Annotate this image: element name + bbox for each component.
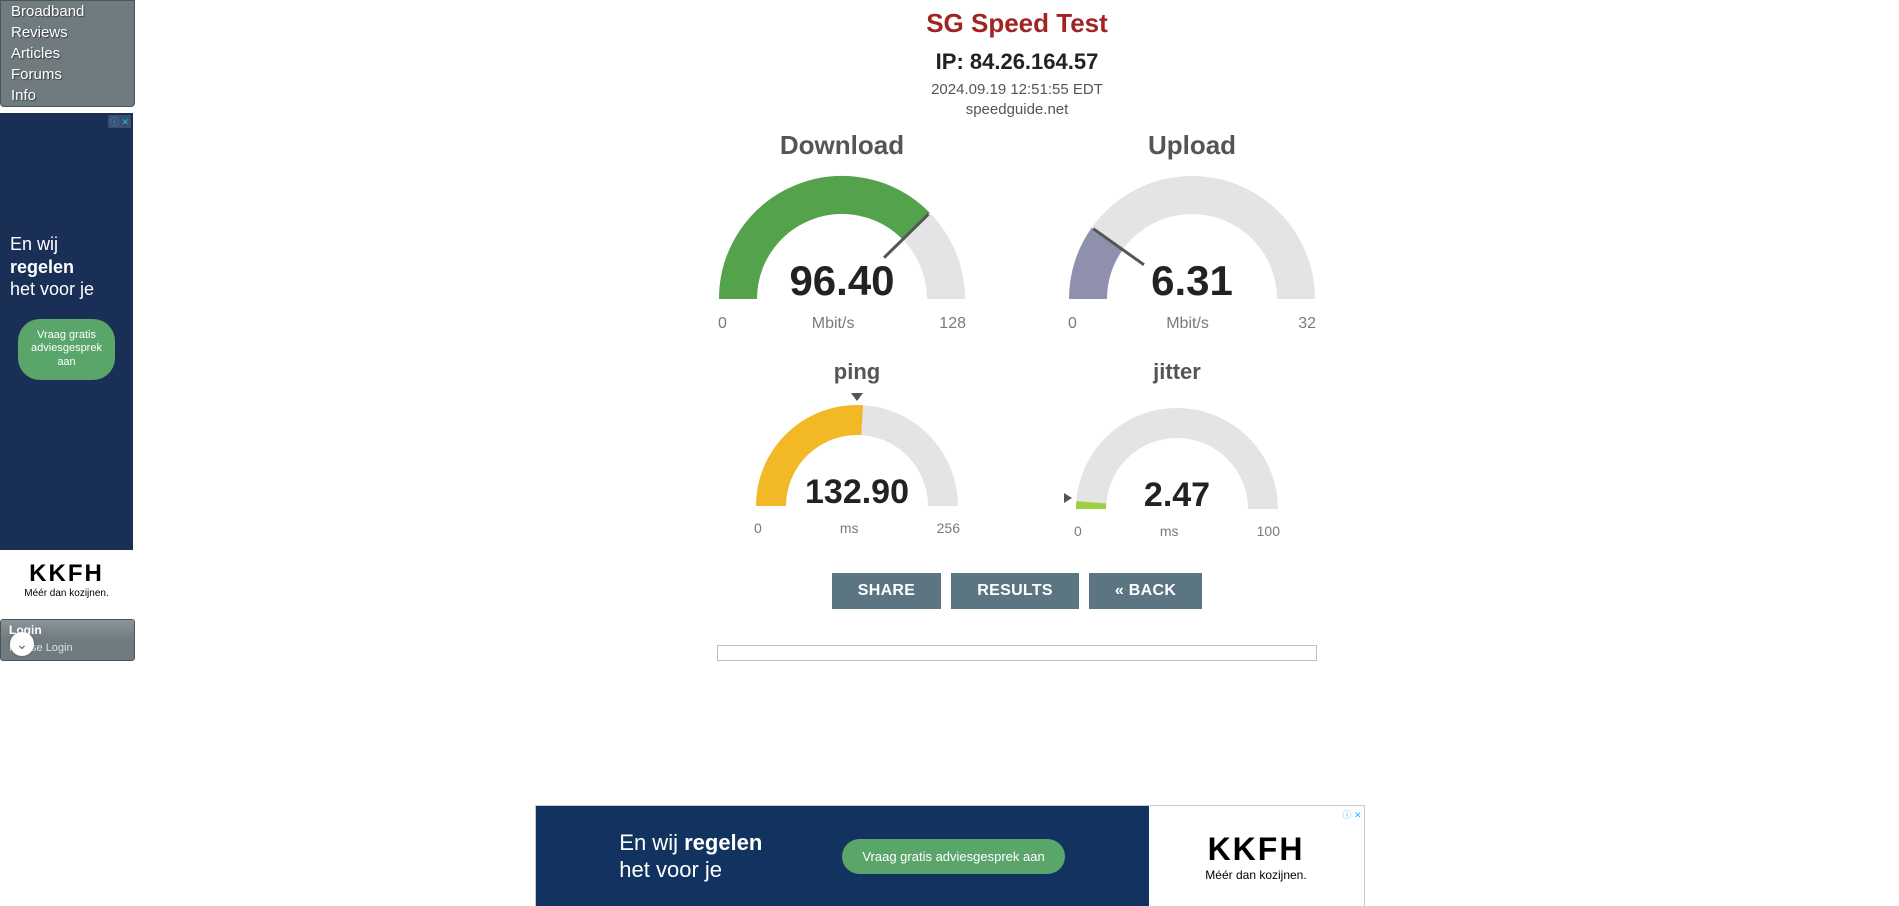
bottom-ad-cta-button[interactable]: Vraag gratis adviesgesprek aan	[842, 839, 1064, 874]
upload-gauge: Upload 6.31 0 Mbit/s 32	[1052, 130, 1332, 333]
jitter-max: 100	[1257, 523, 1280, 539]
ping-value: 132.90	[754, 473, 960, 512]
jitter-gauge: jitter 2.47 0 ms 100	[1062, 359, 1292, 539]
back-button[interactable]: « BACK	[1089, 573, 1202, 609]
download-unit: Mbit/s	[812, 315, 855, 333]
upload-unit: Mbit/s	[1166, 315, 1209, 333]
ad-cta-button[interactable]: Vraag gratis adviesgesprek aan	[18, 319, 115, 380]
jitter-value: 2.47	[1074, 476, 1280, 515]
share-button[interactable]: SHARE	[832, 573, 942, 609]
sidebar-item-forums[interactable]: Forums	[1, 64, 134, 85]
sidebar-ad[interactable]: ⓘ ✕ En wij regelen het voor je Vraag gra…	[0, 113, 133, 613]
jitter-unit: ms	[1160, 523, 1179, 539]
download-min: 0	[718, 315, 727, 333]
upload-max: 32	[1298, 315, 1316, 333]
download-title: Download	[702, 130, 982, 161]
results-button[interactable]: RESULTS	[951, 573, 1079, 609]
bottom-ad-copy: En wij regelen het voor je	[619, 829, 762, 884]
sidebar-item-articles[interactable]: Articles	[1, 43, 134, 64]
ip-address: IP: 84.26.164.57	[135, 49, 1899, 75]
ping-unit: ms	[840, 520, 859, 536]
ad-info-icon[interactable]: ⓘ ✕	[1342, 808, 1361, 821]
timestamp: 2024.09.19 12:51:55 EDT	[135, 81, 1899, 98]
ping-title: ping	[742, 359, 972, 385]
bottom-banner-ad[interactable]: ⓘ ✕ En wij regelen het voor je Vraag gra…	[536, 806, 1364, 906]
jitter-title: jitter	[1062, 359, 1292, 385]
page-title: SG Speed Test	[135, 8, 1899, 39]
sidebar-nav: Broadband Reviews Articles Forums Info	[0, 0, 135, 107]
ad-brand-logo: KKFH Méér dan kozijnen.	[0, 550, 133, 613]
download-value: 96.40	[719, 257, 965, 305]
bottom-ad-brand-logo: KKFH Méér dan kozijnen.	[1149, 806, 1364, 906]
ping-max: 256	[937, 520, 960, 536]
sidebar-item-broadband[interactable]: Broadband	[1, 1, 134, 22]
ping-gauge: ping 132.90 0 ms 256	[742, 359, 972, 539]
collapse-chevron-icon[interactable]: ⌄	[10, 632, 34, 656]
inline-ad-frame[interactable]	[717, 645, 1317, 661]
jitter-marker-icon	[1064, 493, 1072, 503]
ad-info-icon[interactable]: ⓘ ✕	[108, 115, 131, 128]
ad-copy: En wij regelen het voor je Vraag gratis …	[0, 113, 133, 380]
upload-title: Upload	[1052, 130, 1332, 161]
ping-min: 0	[754, 520, 762, 536]
jitter-min: 0	[1074, 523, 1082, 539]
download-gauge: Download 96.40 0 Mbit/s 128	[702, 130, 982, 333]
upload-min: 0	[1068, 315, 1077, 333]
sidebar-item-info[interactable]: Info	[1, 85, 134, 106]
sidebar-item-reviews[interactable]: Reviews	[1, 22, 134, 43]
site-name: speedguide.net	[135, 101, 1899, 118]
download-max: 128	[939, 315, 966, 333]
upload-value: 6.31	[1069, 257, 1315, 305]
